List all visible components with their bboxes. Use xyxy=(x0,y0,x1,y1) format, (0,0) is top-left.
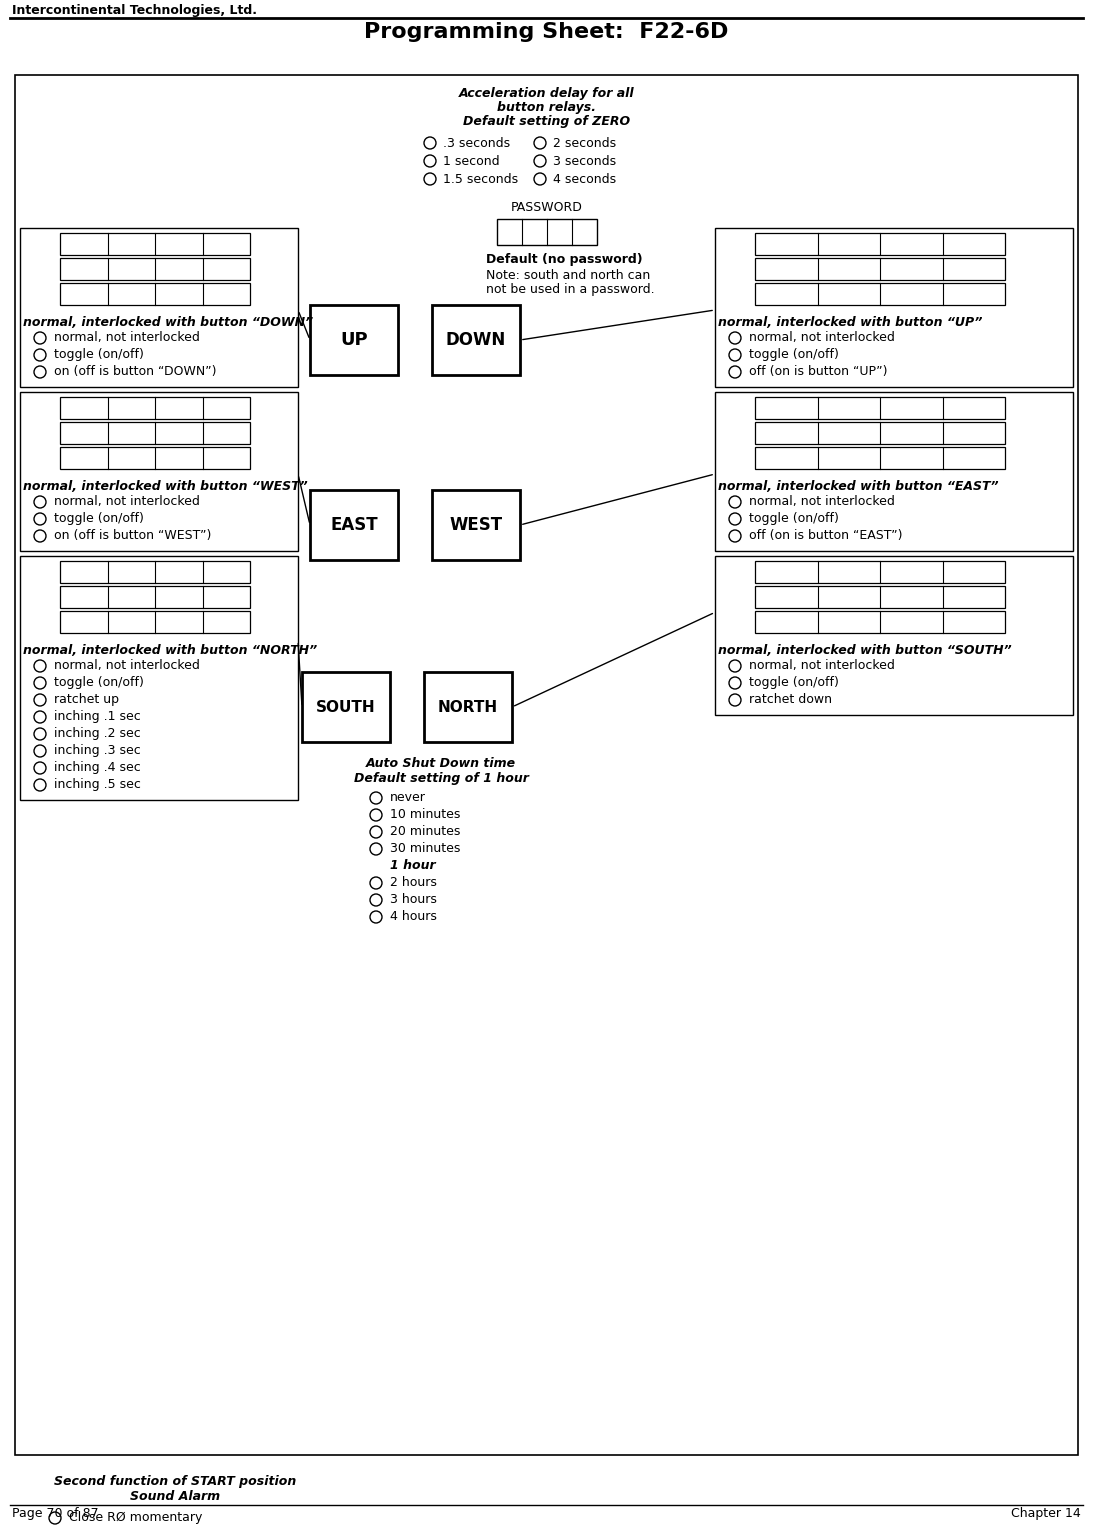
Bar xyxy=(755,284,1004,305)
Text: Default (no password): Default (no password) xyxy=(486,253,643,265)
Text: 20 minutes: 20 minutes xyxy=(390,825,460,839)
Text: off (on is button “UP”): off (on is button “UP”) xyxy=(749,364,888,378)
Text: Second function of START position: Second function of START position xyxy=(54,1475,296,1488)
Text: Note: south and north can: Note: south and north can xyxy=(486,268,650,282)
Bar xyxy=(60,233,250,255)
Text: normal, not interlocked: normal, not interlocked xyxy=(54,496,200,508)
Bar xyxy=(310,305,398,375)
Bar xyxy=(20,392,298,551)
Bar xyxy=(496,220,597,246)
Text: SOUTH: SOUTH xyxy=(316,700,376,715)
Text: normal, not interlocked: normal, not interlocked xyxy=(749,659,895,673)
Bar xyxy=(60,422,250,444)
Text: 10 minutes: 10 minutes xyxy=(390,808,460,820)
Text: 2 seconds: 2 seconds xyxy=(553,137,616,149)
Text: NORTH: NORTH xyxy=(438,700,498,715)
Bar xyxy=(755,561,1004,583)
Bar xyxy=(715,392,1073,551)
Bar xyxy=(310,490,398,560)
Text: DOWN: DOWN xyxy=(446,331,506,349)
Text: PASSWORD: PASSWORD xyxy=(510,201,583,214)
Text: WEST: WEST xyxy=(449,515,503,534)
Text: normal, interlocked with button “SOUTH”: normal, interlocked with button “SOUTH” xyxy=(718,644,1012,657)
Bar xyxy=(755,258,1004,281)
Text: 1 hour: 1 hour xyxy=(390,859,436,872)
Text: ratchet up: ratchet up xyxy=(54,692,119,706)
Text: Sound Alarm: Sound Alarm xyxy=(130,1490,220,1504)
Text: normal, interlocked with button “DOWN”: normal, interlocked with button “DOWN” xyxy=(23,316,313,329)
Bar xyxy=(60,447,250,470)
Text: inching .5 sec: inching .5 sec xyxy=(54,778,141,791)
Text: Programming Sheet:  F22-6D: Programming Sheet: F22-6D xyxy=(364,21,729,43)
Bar xyxy=(60,586,250,608)
Text: toggle (on/off): toggle (on/off) xyxy=(54,348,144,361)
Text: inching .1 sec: inching .1 sec xyxy=(54,711,141,723)
Text: Intercontinental Technologies, Ltd.: Intercontinental Technologies, Ltd. xyxy=(12,5,257,17)
Text: normal, interlocked with button “UP”: normal, interlocked with button “UP” xyxy=(718,316,983,329)
Text: 4 hours: 4 hours xyxy=(390,910,437,923)
Text: Auto Shut Down time: Auto Shut Down time xyxy=(366,756,516,770)
Text: .3 seconds: .3 seconds xyxy=(443,137,510,149)
Bar xyxy=(755,233,1004,255)
Text: EAST: EAST xyxy=(330,515,378,534)
Text: normal, not interlocked: normal, not interlocked xyxy=(749,496,895,508)
Text: normal, interlocked with button “EAST”: normal, interlocked with button “EAST” xyxy=(718,480,999,493)
Text: not be used in a password.: not be used in a password. xyxy=(486,284,655,296)
Text: 3 hours: 3 hours xyxy=(390,894,437,906)
Bar xyxy=(20,229,298,387)
Text: toggle (on/off): toggle (on/off) xyxy=(749,676,838,689)
Text: toggle (on/off): toggle (on/off) xyxy=(54,512,144,525)
Bar xyxy=(302,673,390,743)
Bar xyxy=(20,557,298,801)
Text: button relays.: button relays. xyxy=(497,101,596,114)
Text: off (on is button “EAST”): off (on is button “EAST”) xyxy=(749,529,903,541)
Bar xyxy=(755,612,1004,633)
Bar xyxy=(715,229,1073,387)
Text: normal, interlocked with button “NORTH”: normal, interlocked with button “NORTH” xyxy=(23,644,317,657)
Text: normal, not interlocked: normal, not interlocked xyxy=(54,659,200,673)
Text: 2 hours: 2 hours xyxy=(390,875,437,889)
Bar xyxy=(60,258,250,281)
Text: 30 minutes: 30 minutes xyxy=(390,842,460,856)
Bar xyxy=(424,673,512,743)
Text: UP: UP xyxy=(340,331,368,349)
Text: on (off is button “DOWN”): on (off is button “DOWN”) xyxy=(54,364,216,378)
Text: on (off is button “WEST”): on (off is button “WEST”) xyxy=(54,529,211,541)
Text: inching .4 sec: inching .4 sec xyxy=(54,761,141,775)
Text: 1.5 seconds: 1.5 seconds xyxy=(443,172,518,186)
Text: Page 70 of 87: Page 70 of 87 xyxy=(12,1507,98,1520)
Text: Default setting of ZERO: Default setting of ZERO xyxy=(463,114,630,128)
Bar xyxy=(432,305,520,375)
Text: inching .3 sec: inching .3 sec xyxy=(54,744,141,756)
Bar xyxy=(755,396,1004,419)
Text: inching .2 sec: inching .2 sec xyxy=(54,727,141,740)
Bar xyxy=(432,490,520,560)
Text: normal, not interlocked: normal, not interlocked xyxy=(749,331,895,345)
Text: Default setting of 1 hour: Default setting of 1 hour xyxy=(353,772,528,785)
Text: never: never xyxy=(390,791,426,804)
Text: ratchet down: ratchet down xyxy=(749,692,832,706)
Bar xyxy=(60,396,250,419)
Text: Close RØ momentary: Close RØ momentary xyxy=(69,1511,202,1523)
Text: toggle (on/off): toggle (on/off) xyxy=(54,676,144,689)
Text: toggle (on/off): toggle (on/off) xyxy=(749,512,838,525)
Bar xyxy=(755,586,1004,608)
Text: Acceleration delay for all: Acceleration delay for all xyxy=(459,87,634,101)
Bar xyxy=(715,557,1073,715)
Text: toggle (on/off): toggle (on/off) xyxy=(749,348,838,361)
Text: 1 second: 1 second xyxy=(443,156,500,168)
Bar xyxy=(60,612,250,633)
Text: 4 seconds: 4 seconds xyxy=(553,172,616,186)
Text: normal, interlocked with button “WEST”: normal, interlocked with button “WEST” xyxy=(23,480,307,493)
Text: 3 seconds: 3 seconds xyxy=(553,156,616,168)
Bar xyxy=(755,422,1004,444)
Bar xyxy=(60,284,250,305)
Text: normal, not interlocked: normal, not interlocked xyxy=(54,331,200,345)
Bar xyxy=(755,447,1004,470)
Bar xyxy=(60,561,250,583)
Text: Chapter 14: Chapter 14 xyxy=(1011,1507,1081,1520)
